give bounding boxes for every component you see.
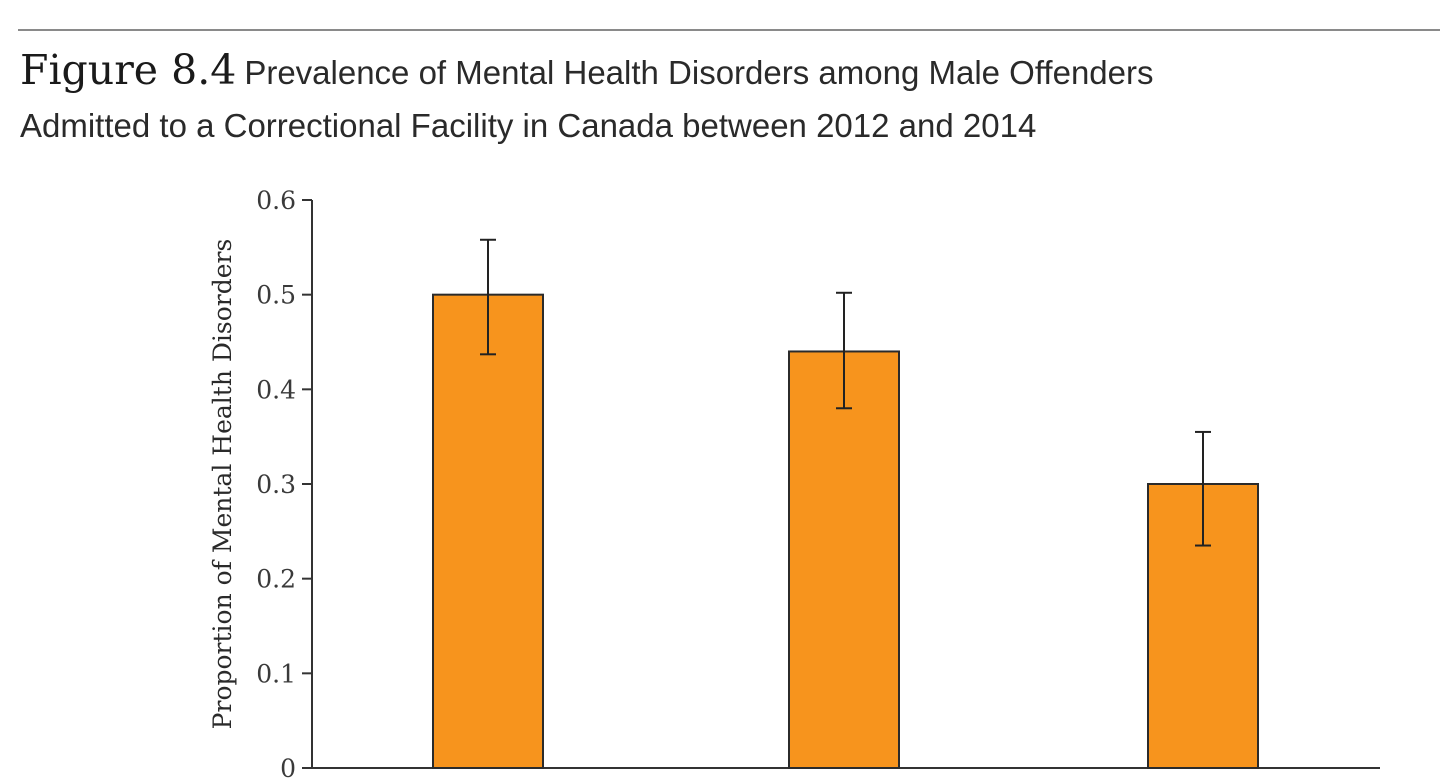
top-rule xyxy=(18,29,1440,31)
error-bars xyxy=(480,238,1211,547)
y-tick-label: 0.3 xyxy=(256,470,296,499)
y-tick-label: 0.1 xyxy=(256,659,296,688)
y-tick-label: 0.6 xyxy=(256,186,296,215)
y-axis-label: Proportion of Mental Health Disorders xyxy=(208,239,237,730)
caption-text-1: Prevalence of Mental Health Disorders am… xyxy=(244,54,1154,91)
y-tick-label: 0 xyxy=(280,754,296,780)
caption-line-2: Admitted to a Correctional Facility in C… xyxy=(20,107,1037,144)
y-tick-label: 0.2 xyxy=(256,565,296,594)
y-tick-label: 0.4 xyxy=(256,375,296,404)
bars xyxy=(432,293,1259,769)
bar xyxy=(432,293,544,769)
bar xyxy=(788,350,900,769)
y-tick-label: 0.5 xyxy=(256,281,296,310)
figure-label: Figure 8.4 xyxy=(20,46,237,94)
figure-caption: Figure 8.4 Prevalence of Mental Health Di… xyxy=(20,44,1430,146)
caption-line-1: Figure 8.4 Prevalence of Mental Health Di… xyxy=(20,44,1430,106)
